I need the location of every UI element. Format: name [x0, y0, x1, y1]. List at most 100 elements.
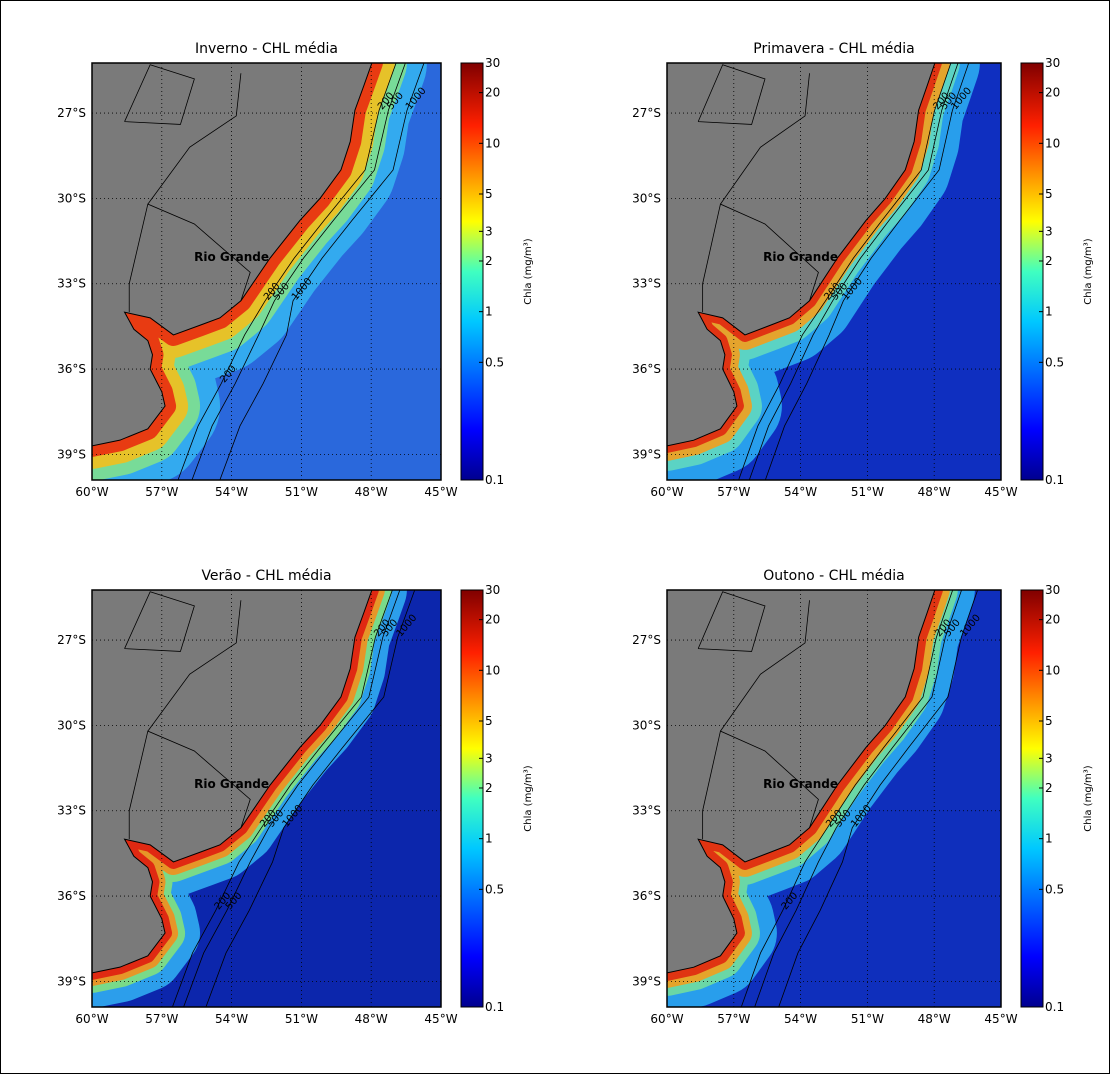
panel-title: Outono - CHL média: [763, 568, 905, 584]
map-panel: 60°W 57°W 54°W 51°W 48°W 45°W 27°S 30°S 33°S 36°S…: [57, 568, 534, 1026]
map-frame: [666, 62, 1002, 481]
y-tick-label: 36°S: [57, 889, 86, 903]
colorbar-label: Chla (mg/m³): [1083, 765, 1094, 832]
colorbar-tick-label: 10: [1045, 136, 1060, 150]
map-area: [92, 63, 441, 480]
colorbar-tick-label: 5: [485, 187, 493, 201]
colorbar-tick-label: 3: [485, 751, 493, 765]
place-label: Rio Grande: [194, 777, 269, 791]
isobath: [778, 590, 978, 1007]
colorbar-tick-label: 0.1: [485, 473, 504, 487]
border: [702, 730, 819, 840]
x-tick-label: 54°W: [215, 485, 248, 499]
border: [128, 203, 251, 313]
colorbar-tick-label: 0.5: [1045, 355, 1064, 369]
y-tick-label: 27°S: [57, 633, 86, 647]
place-label: Rio Grande: [763, 777, 838, 791]
x-tick-label: 48°W: [355, 1012, 388, 1026]
panel-title: Inverno - CHL média: [195, 41, 338, 57]
colorbar-tick-label: 1: [1045, 832, 1053, 846]
map-area: [667, 590, 1001, 1007]
isobath: [764, 63, 970, 480]
land: [92, 590, 373, 974]
x-tick-label: 51°W: [285, 1012, 318, 1026]
isobath: [205, 590, 416, 1007]
colorbar-label: Chla (mg/m³): [1083, 238, 1094, 305]
colorbar-tick-label: 5: [1045, 187, 1053, 201]
x-tick-label: 54°W: [784, 485, 817, 499]
y-tick-label: 33°S: [632, 277, 661, 291]
border: [720, 600, 810, 732]
x-tick-label: 45°W: [424, 1012, 457, 1026]
y-tick-label: 39°S: [57, 447, 86, 461]
colorbar-tick-label: 3: [485, 224, 493, 238]
colorbar-tick-label: 2: [1045, 781, 1053, 795]
map-area: [92, 590, 441, 1007]
isobath: [754, 590, 962, 1007]
colorbar-tick-label: 0.5: [485, 355, 504, 369]
colorbar-tick-label: 20: [485, 86, 500, 100]
map-panel: 60°W 57°W 54°W 51°W 48°W 45°W 27°S 30°S 33°S 36°S…: [57, 41, 534, 499]
map-panel: 60°W 57°W 54°W 51°W 48°W 45°W 27°S 30°S 33°S 36°S…: [632, 568, 1094, 1026]
colorbar-tick-label: 0.5: [1045, 882, 1064, 896]
colorbar-tick-label: 20: [1045, 613, 1060, 627]
isobath: [171, 590, 393, 1007]
colorbar-tick-label: 30: [1045, 56, 1060, 70]
y-tick-label: 36°S: [632, 889, 661, 903]
colorbar-tick-label: 1: [485, 305, 493, 319]
colorbar-tick-label: 2: [485, 781, 493, 795]
y-tick-label: 27°S: [632, 106, 661, 120]
colorbar-tick-label: 10: [485, 136, 500, 150]
y-tick-label: 30°S: [57, 191, 86, 205]
x-tick-label: 60°W: [650, 1012, 683, 1026]
y-tick-label: 27°S: [632, 633, 661, 647]
colorbar-tick-label: 30: [485, 56, 500, 70]
border: [128, 730, 251, 840]
colorbar-label: Chla (mg/m³): [523, 238, 534, 305]
x-tick-label: 48°W: [918, 1012, 951, 1026]
map-frame: [666, 589, 1002, 1008]
colorbar-tick-label: 0.1: [1045, 1000, 1064, 1014]
border: [147, 73, 242, 205]
colorbar-tick-label: 1: [485, 832, 493, 846]
y-tick-label: 39°S: [632, 974, 661, 988]
place-label: Rio Grande: [194, 250, 269, 264]
colorbar-tick-label: 3: [1045, 751, 1053, 765]
colorbar: [1020, 589, 1044, 1008]
isobath: [183, 590, 401, 1007]
isobath: [219, 63, 425, 480]
x-tick-label: 57°W: [717, 1012, 750, 1026]
x-tick-label: 48°W: [918, 485, 951, 499]
y-tick-label: 30°S: [632, 718, 661, 732]
x-tick-label: 51°W: [851, 485, 884, 499]
panel-title: Primavera - CHL média: [753, 41, 914, 57]
colorbar-tick-label: 10: [485, 663, 500, 677]
y-tick-label: 39°S: [57, 974, 86, 988]
map-frame: [91, 62, 442, 481]
x-tick-label: 57°W: [145, 1012, 178, 1026]
y-tick-label: 27°S: [57, 106, 86, 120]
place-label: Rio Grande: [763, 250, 838, 264]
colorbar-tick-label: 1: [1045, 305, 1053, 319]
colorbar-tick-label: 0.1: [485, 1000, 504, 1014]
colorbar: [1020, 62, 1044, 481]
colorbar: [460, 62, 484, 481]
x-tick-label: 57°W: [717, 485, 750, 499]
colorbar-tick-label: 0.1: [1045, 473, 1064, 487]
x-tick-label: 54°W: [215, 1012, 248, 1026]
land: [667, 63, 936, 447]
map-area: [667, 63, 1001, 480]
colorbar-tick-label: 30: [1045, 583, 1060, 597]
colorbar-tick-label: 2: [485, 254, 493, 268]
x-tick-label: 57°W: [145, 485, 178, 499]
x-tick-label: 51°W: [851, 1012, 884, 1026]
x-tick-label: 45°W: [984, 1012, 1017, 1026]
x-tick-label: 48°W: [355, 485, 388, 499]
colorbar: [460, 589, 484, 1008]
colorbar-label: Chla (mg/m³): [523, 765, 534, 832]
y-tick-label: 36°S: [632, 362, 661, 376]
colorbar-tick-label: 20: [485, 613, 500, 627]
colorbar-tick-label: 5: [485, 714, 493, 728]
